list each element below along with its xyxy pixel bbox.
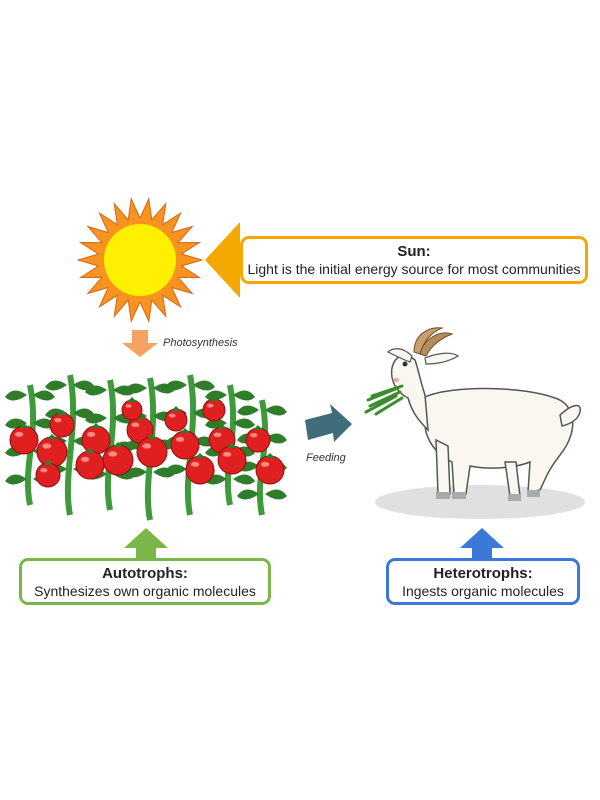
goat-icon — [364, 327, 585, 519]
autotrophs-title: Autotrophs: — [102, 565, 188, 582]
feeding-label: Feeding — [306, 452, 346, 464]
heterotrophs-callout: Heterotrophs: Ingests organic molecules — [386, 558, 580, 605]
photosynthesis-label: Photosynthesis — [163, 337, 238, 349]
sun-description: Light is the initial energy source for m… — [247, 261, 581, 277]
sun-callout: Sun: Light is the initial energy source … — [240, 236, 588, 284]
heterotrophs-description: Ingests organic molecules — [402, 583, 564, 599]
feeding-arrow — [305, 404, 352, 442]
autotrophs-description: Synthesizes own organic molecules — [34, 583, 256, 599]
sun-title: Sun: — [397, 243, 431, 260]
heterotrophs-title: Heterotrophs: — [433, 565, 533, 582]
tomato-plants-icon — [5, 374, 287, 521]
photosynthesis-arrow — [122, 330, 158, 357]
sun-icon — [76, 196, 204, 324]
autotrophs-callout: Autotrophs: Synthesizes own organic mole… — [19, 558, 271, 605]
